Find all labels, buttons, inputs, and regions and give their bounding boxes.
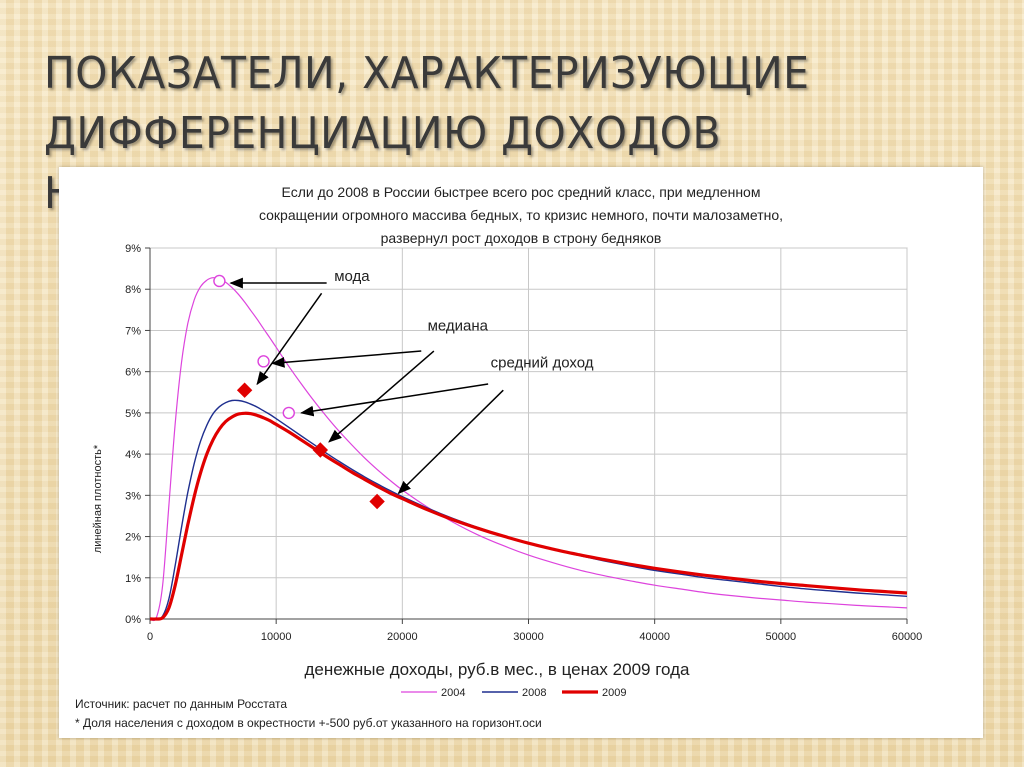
- series-line-2008: [149, 399, 908, 620]
- chart-legend: 2004 2008 2009: [401, 687, 626, 699]
- x-tick-label: 10000: [261, 631, 292, 643]
- marker-open-circle: [257, 355, 270, 368]
- annotation-label: мода: [334, 268, 370, 285]
- series-line-2009: [149, 411, 908, 621]
- x-tick-label: 30000: [513, 631, 544, 643]
- x-tick-label: 50000: [766, 631, 797, 643]
- chart-annotations: мода медиана средний доход: [229, 268, 594, 495]
- annotation-arrow: [256, 292, 323, 386]
- marker-open-circle: [282, 406, 295, 420]
- x-tick-label: 20000: [387, 631, 418, 643]
- y-tick-label: 2%: [125, 532, 141, 544]
- y-tick-label: 9%: [125, 243, 141, 255]
- x-tick-label: 60000: [892, 631, 923, 643]
- y-tick-label: 4%: [125, 449, 141, 461]
- chart-subtitle: Если до 2008 в России быстрее всего рос …: [259, 184, 783, 246]
- chart-subtitle-line: Если до 2008 в России быстрее всего рос …: [282, 184, 761, 200]
- slide-title-line-1: ПОКАЗАТЕЛИ, ХАРАКТЕРИЗУЮЩИЕ: [44, 48, 810, 99]
- annotation-arrow: [271, 350, 422, 368]
- marker-diamond: [369, 493, 385, 510]
- y-tick-label: 1%: [125, 573, 141, 585]
- chart-markers: [213, 274, 385, 510]
- chart-axes: 0% 1% 2% 3% 4% 5% 6% 7% 8% 9% 0 10000 20000 30000 4000…: [125, 243, 922, 643]
- x-tick-label: 40000: [639, 631, 670, 643]
- chart-panel: Если до 2008 в России быстрее всего рос …: [59, 167, 983, 738]
- chart-subtitle-line: развернул рост доходов в строну бедняков: [381, 230, 662, 246]
- annotation-label: медиана: [428, 317, 489, 334]
- chart-subtitle-line: сокращении огромного массива бедных, то …: [259, 207, 783, 223]
- y-tick-label: 3%: [125, 490, 141, 502]
- y-axis-label: линейная плотность*: [92, 444, 104, 553]
- y-tick-label: 7%: [125, 325, 141, 337]
- legend-label-2004: 2004: [441, 687, 465, 699]
- legend-label-2008: 2008: [522, 687, 546, 699]
- y-tick-label: 6%: [125, 367, 141, 379]
- marker-diamond: [236, 382, 253, 398]
- y-tick-label: 0%: [125, 614, 141, 626]
- chart-grid: [149, 247, 908, 620]
- annotation-arrow: [300, 383, 489, 417]
- marker-open-circle: [213, 274, 226, 288]
- marker-diamond: [312, 442, 329, 458]
- chart-svg: Если до 2008 в России быстрее всего рос …: [75, 184, 922, 730]
- chart-footnotes: Источник: расчет по данным Росстата * Дол…: [75, 697, 542, 730]
- y-tick-label: 8%: [125, 284, 141, 296]
- annotation-label: средний доход: [491, 355, 594, 372]
- annotation-arrow: [328, 350, 435, 443]
- y-tick-label: 5%: [125, 408, 141, 420]
- annotation-arrow: [397, 389, 504, 495]
- x-tick-label: 0: [147, 631, 153, 643]
- x-axis-label: денежные доходы, руб.в мес., в ценах 200…: [305, 660, 691, 679]
- chart-footnote-line: Источник: расчет по данным Росстата: [75, 697, 287, 711]
- legend-label-2009: 2009: [602, 687, 626, 699]
- chart-footnote-line: * Доля населения с доходом в окрестности…: [75, 716, 542, 730]
